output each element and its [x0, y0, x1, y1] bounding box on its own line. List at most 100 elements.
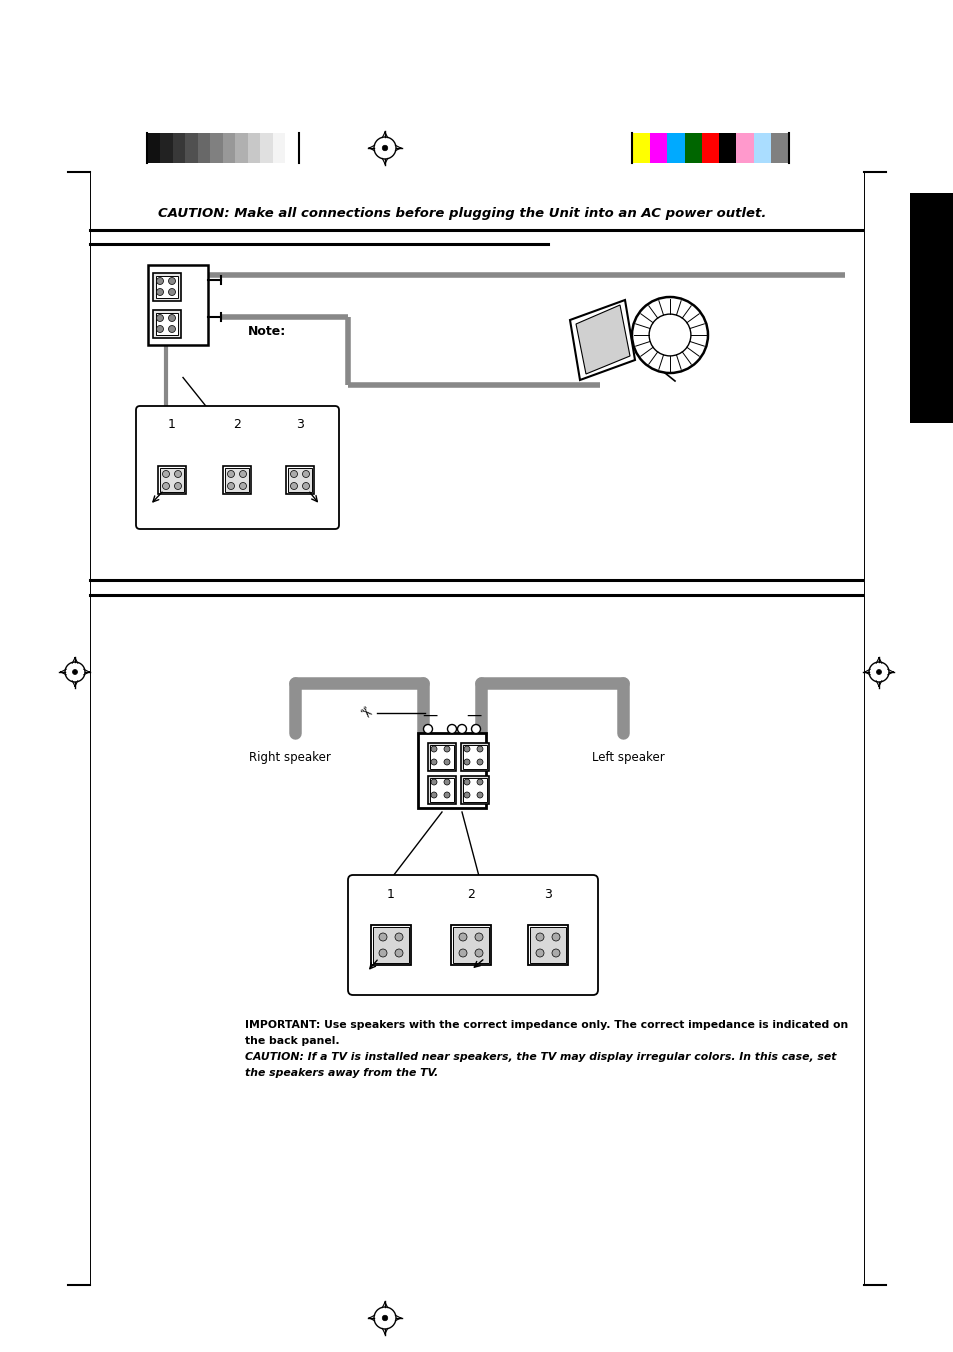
Circle shape — [395, 933, 402, 941]
Bar — [285, 132, 297, 164]
Circle shape — [463, 746, 470, 752]
Circle shape — [463, 758, 470, 765]
Circle shape — [431, 758, 436, 765]
Circle shape — [382, 1315, 387, 1321]
Bar — [753, 132, 770, 164]
Bar — [148, 265, 208, 345]
Bar — [172, 132, 185, 164]
Circle shape — [476, 746, 482, 752]
Circle shape — [431, 746, 436, 752]
Text: 1: 1 — [387, 887, 395, 900]
Bar — [650, 132, 667, 164]
Bar — [460, 776, 489, 804]
Text: ✂: ✂ — [355, 703, 375, 723]
Bar — [736, 132, 753, 164]
Circle shape — [443, 792, 450, 798]
Bar — [719, 132, 736, 164]
Bar — [160, 468, 184, 492]
Circle shape — [475, 933, 482, 941]
Bar — [462, 777, 486, 802]
Circle shape — [447, 725, 456, 734]
Circle shape — [552, 933, 559, 941]
Circle shape — [876, 669, 881, 675]
Bar — [770, 132, 787, 164]
Circle shape — [72, 669, 77, 675]
Bar — [430, 745, 454, 769]
Bar — [527, 925, 567, 965]
FancyBboxPatch shape — [348, 875, 598, 995]
Text: —: — — [422, 707, 437, 722]
Circle shape — [443, 779, 450, 786]
Text: the back panel.: the back panel. — [245, 1036, 339, 1046]
Bar — [451, 925, 491, 965]
Bar — [158, 466, 186, 493]
Circle shape — [156, 277, 163, 284]
Bar — [428, 744, 456, 771]
Circle shape — [476, 758, 482, 765]
Bar — [223, 466, 251, 493]
Circle shape — [156, 288, 163, 296]
Circle shape — [239, 470, 246, 477]
Text: —: — — [466, 707, 481, 722]
Circle shape — [174, 483, 181, 489]
Circle shape — [302, 470, 309, 477]
Bar — [225, 468, 249, 492]
Text: the speakers away from the TV.: the speakers away from the TV. — [245, 1068, 437, 1078]
Bar — [453, 927, 489, 963]
Bar — [156, 314, 178, 335]
Circle shape — [156, 315, 163, 322]
Bar — [273, 132, 285, 164]
Circle shape — [476, 779, 482, 786]
Text: CAUTION: Make all connections before plugging the Unit into an AC power outlet.: CAUTION: Make all connections before plu… — [157, 207, 765, 219]
Text: 3: 3 — [543, 887, 552, 900]
Bar — [701, 132, 719, 164]
Circle shape — [463, 792, 470, 798]
Circle shape — [431, 792, 436, 798]
Bar — [152, 310, 181, 338]
Circle shape — [162, 470, 170, 477]
Text: Right speaker: Right speaker — [249, 750, 331, 764]
Text: IMPORTANT: Use speakers with the correct impedance only. The correct impedance i: IMPORTANT: Use speakers with the correct… — [245, 1019, 847, 1030]
Circle shape — [463, 779, 470, 786]
Bar — [235, 132, 248, 164]
Polygon shape — [576, 306, 629, 375]
Circle shape — [378, 949, 387, 957]
Circle shape — [458, 949, 467, 957]
Bar — [148, 132, 160, 164]
Circle shape — [476, 792, 482, 798]
Bar — [248, 132, 260, 164]
FancyBboxPatch shape — [136, 406, 338, 529]
Circle shape — [239, 483, 246, 489]
Circle shape — [443, 758, 450, 765]
Bar — [185, 132, 198, 164]
Circle shape — [471, 725, 480, 734]
Bar — [288, 468, 312, 492]
Text: Left speaker: Left speaker — [591, 750, 663, 764]
Bar — [417, 733, 485, 808]
Bar — [428, 776, 456, 804]
Circle shape — [552, 949, 559, 957]
Bar — [211, 132, 223, 164]
Bar — [530, 927, 565, 963]
Circle shape — [382, 145, 387, 151]
Polygon shape — [569, 300, 635, 380]
Bar — [198, 132, 211, 164]
Circle shape — [536, 949, 543, 957]
Circle shape — [227, 470, 234, 477]
Circle shape — [423, 725, 432, 734]
Text: Note:: Note: — [248, 324, 286, 338]
Bar — [160, 132, 172, 164]
Bar — [373, 927, 409, 963]
Circle shape — [227, 483, 234, 489]
Bar — [633, 132, 650, 164]
Text: 2: 2 — [467, 887, 475, 900]
Circle shape — [443, 746, 450, 752]
Bar — [430, 777, 454, 802]
Circle shape — [431, 779, 436, 786]
Circle shape — [395, 949, 402, 957]
Circle shape — [291, 470, 297, 477]
Circle shape — [291, 483, 297, 489]
Text: CAUTION: If a TV is installed near speakers, the TV may display irregular colors: CAUTION: If a TV is installed near speak… — [245, 1052, 836, 1063]
Bar — [156, 276, 178, 297]
Circle shape — [169, 288, 175, 296]
